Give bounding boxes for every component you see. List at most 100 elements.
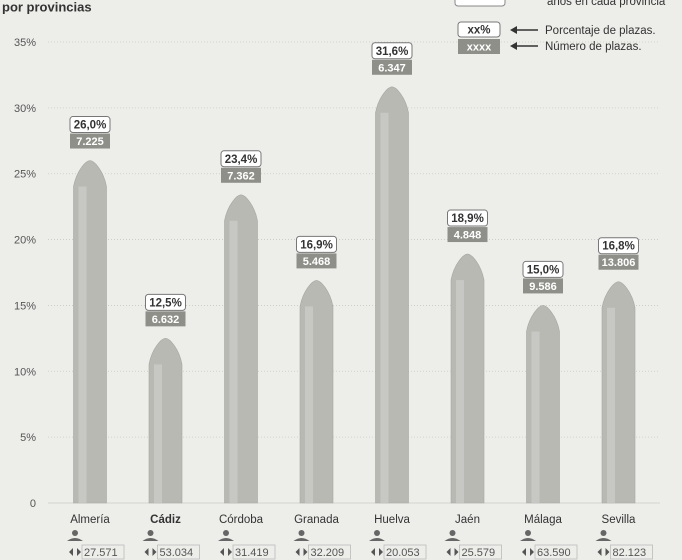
count-label: 5.468 xyxy=(303,256,331,268)
bar xyxy=(299,280,334,504)
person-icon xyxy=(67,530,83,541)
legend-pct-box xyxy=(457,21,501,38)
legend: años en cada provincia xx% xxxx Porcenta… xyxy=(454,0,666,54)
pct-label: 23,4% xyxy=(225,154,258,166)
y-tick-label: 20% xyxy=(14,235,36,247)
y-tick-label: 35% xyxy=(14,37,36,49)
bar xyxy=(375,86,409,504)
person-icon xyxy=(369,530,385,541)
pct-label: 31,6% xyxy=(376,46,409,58)
bars: 26,0% 7.225 12,5% 6.632 23,4% 7.362 16,9% 5.468… xyxy=(69,42,639,504)
double-arrow-icon xyxy=(144,548,157,556)
population-box xyxy=(232,544,276,560)
y-tick-label: 25% xyxy=(14,169,36,181)
count-label-box xyxy=(145,311,186,327)
count-label: 6.347 xyxy=(378,62,406,74)
legend-top-box xyxy=(454,0,506,7)
pct-label-box xyxy=(447,209,488,227)
double-arrow-icon xyxy=(446,548,459,556)
count-label-box xyxy=(598,254,639,270)
count-label-box xyxy=(523,278,563,294)
population-label: 25.579 xyxy=(462,547,496,559)
legend-num-box xyxy=(458,39,500,54)
legend-arrow-num xyxy=(510,42,538,50)
count-label: 7.225 xyxy=(76,136,104,148)
population-label: 31.419 xyxy=(235,547,269,559)
double-arrow-icon xyxy=(69,548,81,556)
population-label: 20.053 xyxy=(386,547,420,559)
category-label: Sevilla xyxy=(602,514,636,526)
legend-num-label: Número de plazas. xyxy=(545,41,642,53)
population-box xyxy=(534,544,578,560)
bar-highlight xyxy=(78,186,87,504)
bar-highlight xyxy=(380,112,389,503)
count-label-box xyxy=(70,133,110,149)
bar-highlight xyxy=(531,331,540,503)
legend-arrow-pct xyxy=(510,26,538,34)
population-box xyxy=(157,544,200,560)
bar xyxy=(450,253,485,504)
pct-label: 26,0% xyxy=(74,120,107,132)
category-label: Jaén xyxy=(455,514,480,526)
person-icon xyxy=(520,530,536,541)
population-box xyxy=(308,544,351,560)
pct-label: 12,5% xyxy=(149,297,182,309)
legend-pct-label: Porcentaje de plazas. xyxy=(545,25,656,37)
double-arrow-icon xyxy=(295,548,308,556)
pct-label-box xyxy=(220,150,262,168)
population-label: 27.571 xyxy=(84,547,118,559)
count-label: 4.848 xyxy=(454,230,482,242)
pct-label: 15,0% xyxy=(527,264,560,276)
category-label: Málaga xyxy=(524,514,562,526)
legend-num-box-text: xxxx xyxy=(467,42,492,54)
pct-label-box xyxy=(598,237,639,255)
pct-label-box xyxy=(522,260,564,278)
y-tick-label: 30% xyxy=(14,103,36,115)
pct-label: 16,9% xyxy=(300,239,333,251)
count-label-box xyxy=(447,227,488,243)
bar xyxy=(73,160,107,504)
category-label: Cádiz xyxy=(150,514,181,526)
pct-label-box xyxy=(69,116,111,134)
population-box xyxy=(383,544,427,560)
population-box xyxy=(81,544,125,560)
legend-pct-box-text: xx% xyxy=(467,25,490,37)
population-box xyxy=(610,544,653,560)
population-label: 82.123 xyxy=(613,547,647,559)
count-label: 6.632 xyxy=(152,314,180,326)
y-tick-label: 10% xyxy=(14,366,36,378)
count-label: 9.586 xyxy=(529,281,557,293)
bar xyxy=(224,194,258,504)
x-axis-categories: Almería Cádiz Córdoba Granada Huelva Jaén Mála… xyxy=(70,514,636,526)
bar xyxy=(148,338,183,504)
y-tick-label: 0 xyxy=(30,498,36,510)
count-label-box xyxy=(296,253,337,269)
person-icon xyxy=(444,530,461,541)
y-tick-label: 5% xyxy=(20,432,36,444)
person-icon xyxy=(142,530,159,541)
chart-title-fragment: por provincias xyxy=(2,0,92,15)
bar-highlight xyxy=(154,364,162,503)
category-label: Granada xyxy=(294,514,339,526)
y-axis: 0 5% 10% 15% 20% 25% 30% 35% xyxy=(14,37,36,510)
count-label-box xyxy=(221,167,261,183)
person-icon xyxy=(595,530,612,541)
population-label: 63.590 xyxy=(537,547,571,559)
double-arrow-icon xyxy=(220,548,232,556)
bar-highlight xyxy=(229,220,238,503)
count-label: 7.362 xyxy=(227,170,255,182)
pct-label-box xyxy=(296,235,337,253)
person-icon xyxy=(218,530,234,541)
bar xyxy=(526,305,560,504)
double-arrow-icon xyxy=(522,548,534,556)
legend-partial-text: años en cada provincia xyxy=(547,0,666,8)
person-icon xyxy=(293,530,310,541)
population-labels: 27.571 53.034 31.419 32.209 20.053 25.579 63.5… xyxy=(67,530,653,560)
pct-label: 18,9% xyxy=(451,213,484,225)
bar xyxy=(601,281,636,504)
category-label: Huelva xyxy=(374,514,410,526)
count-label-box xyxy=(372,59,412,75)
population-label: 32.209 xyxy=(311,547,345,559)
category-label: Córdoba xyxy=(219,514,264,526)
